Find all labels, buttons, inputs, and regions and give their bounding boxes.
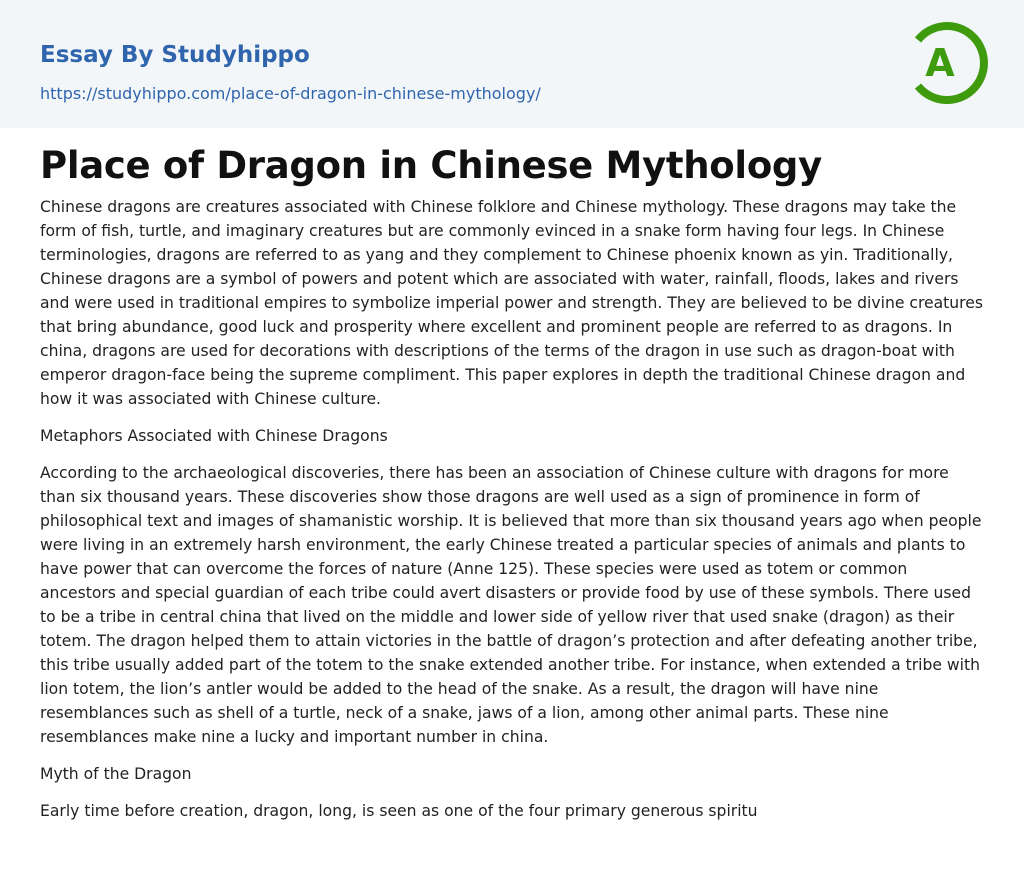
paragraph: According to the archaeological discover… — [40, 464, 982, 746]
studyhippo-logo-icon[interactable]: A — [900, 18, 990, 108]
paragraph: Chinese dragons are creatures associated… — [40, 198, 983, 408]
section-heading: Myth of the Dragon — [40, 765, 192, 783]
article-title: Place of Dragon in Chinese Mythology — [40, 144, 822, 187]
site-header: Essay By Studyhippo https://studyhippo.c… — [0, 0, 1024, 128]
brand-title: Essay By Studyhippo — [40, 42, 310, 68]
article: Place of Dragon in Chinese Mythology Chi… — [0, 144, 1024, 823]
paragraph: Early time before creation, dragon, long… — [40, 802, 758, 820]
section-heading: Metaphors Associated with Chinese Dragon… — [40, 427, 388, 445]
essay-url-link[interactable]: https://studyhippo.com/place-of-dragon-i… — [40, 84, 541, 103]
logo-letter: A — [925, 41, 955, 85]
